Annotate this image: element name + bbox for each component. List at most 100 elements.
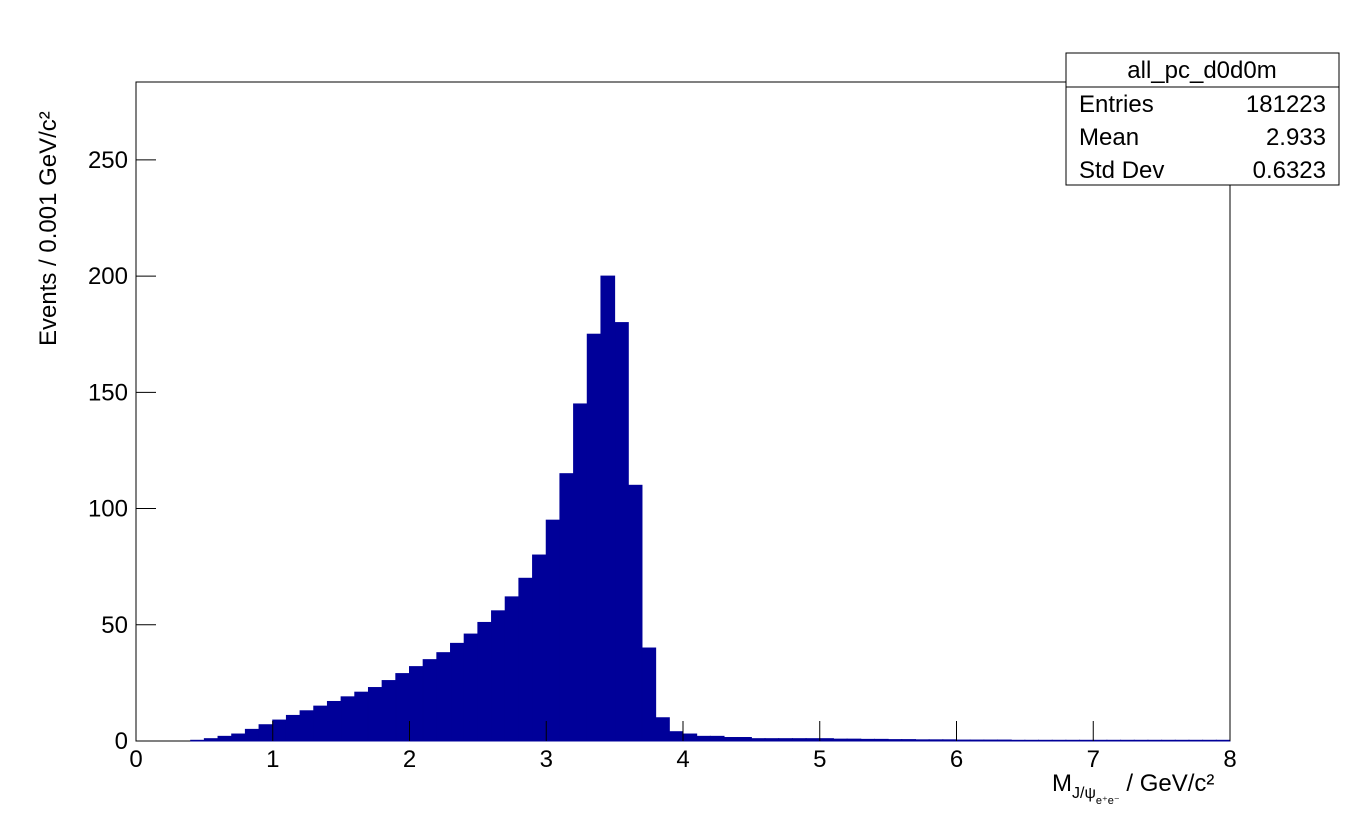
bar [217,735,233,742]
bar [272,719,287,742]
bar [901,739,916,742]
y-tick-label: 250 [88,147,128,174]
x-tick-label: 7 [1087,746,1100,773]
bar [299,710,315,742]
bar [914,739,930,742]
bar [600,275,616,742]
bar [586,333,602,742]
y-axis-label: Events / 0.001 GeV/c² [35,111,62,346]
bar [1202,739,1217,742]
bar [641,647,657,742]
y-tick-label: 200 [88,263,128,290]
stats-label: Std Dev [1079,157,1164,184]
bar [190,739,205,742]
bar [983,739,999,742]
bar [1147,739,1163,742]
y-tick-label: 50 [101,612,128,639]
bar [887,739,903,742]
bar [1092,739,1108,742]
bar [846,738,862,742]
bar [1133,739,1149,742]
bar [504,596,520,742]
x-tick-label: 0 [129,746,142,773]
bar [1174,739,1190,742]
y-tick-label: 150 [88,379,128,406]
bar [956,739,971,742]
bar [477,621,493,742]
bar [1120,739,1135,742]
bar [1215,739,1231,742]
bar [709,735,725,742]
bar [395,673,411,742]
bar [1038,739,1053,742]
bar [450,642,465,742]
bar [682,733,698,742]
bar [422,659,438,742]
bar [778,738,793,742]
bar [614,322,629,742]
bar [655,717,670,742]
x-tick-label: 2 [403,746,416,773]
bar [354,691,369,742]
bar [819,738,834,742]
bar [409,666,424,742]
stats-title: all_pc_d0d0m [1127,57,1276,84]
x-tick-label: 8 [1223,746,1236,773]
x-tick-label: 6 [950,746,963,773]
bar [1065,739,1081,742]
bar [668,731,684,742]
x-tick-label: 5 [813,746,826,773]
bar [873,738,889,742]
bar [545,519,561,742]
x-tick-label: 4 [676,746,689,773]
bar [737,737,752,742]
bar [696,735,711,742]
bar [1051,739,1067,742]
bar [518,577,534,742]
stats-label: Mean [1079,124,1139,151]
bar [1161,739,1176,742]
stats-frame [1065,52,1340,186]
stats-label: Entries [1079,91,1154,118]
x-tick-label: 3 [540,746,553,773]
bar [203,738,219,742]
bar [1106,739,1122,742]
y-tick-label: 100 [88,496,128,523]
stats-box: all_pc_d0d0m Entries 181223 Mean 2.933 Std D… [1065,52,1340,186]
bar [764,738,780,742]
bar [1188,739,1204,742]
bar [326,700,342,742]
histogram [190,275,1231,742]
bar [1010,739,1026,742]
y-tick-label: 0 [115,728,128,755]
bar [463,633,479,742]
bar [573,403,588,742]
x-label-rest: / GeV/c² [1120,770,1215,797]
bar [723,737,739,742]
bar [750,738,766,742]
x-label-main: M [1052,770,1072,797]
stats-value: 2.933 [1266,124,1326,151]
bar [367,687,383,742]
bar [805,738,821,742]
x-axis-label: MJ/ψe⁺e⁻ / GeV/c² [1052,770,1214,807]
x-label-subsub: e⁺e⁻ [1096,795,1120,807]
bar [313,705,328,742]
bar [436,652,452,742]
bar [559,473,575,742]
bar [381,680,397,742]
bar [258,724,274,742]
bar [969,739,985,742]
x-label-sub: J/ψ [1072,785,1096,802]
bar [997,739,1012,742]
bar [860,738,875,742]
bar [340,696,356,742]
bar [627,484,643,742]
x-tick-label: 1 [266,746,279,773]
bar [244,728,260,742]
bar [532,554,547,742]
bar [928,739,944,742]
bar [285,714,301,742]
bar [1079,739,1094,742]
